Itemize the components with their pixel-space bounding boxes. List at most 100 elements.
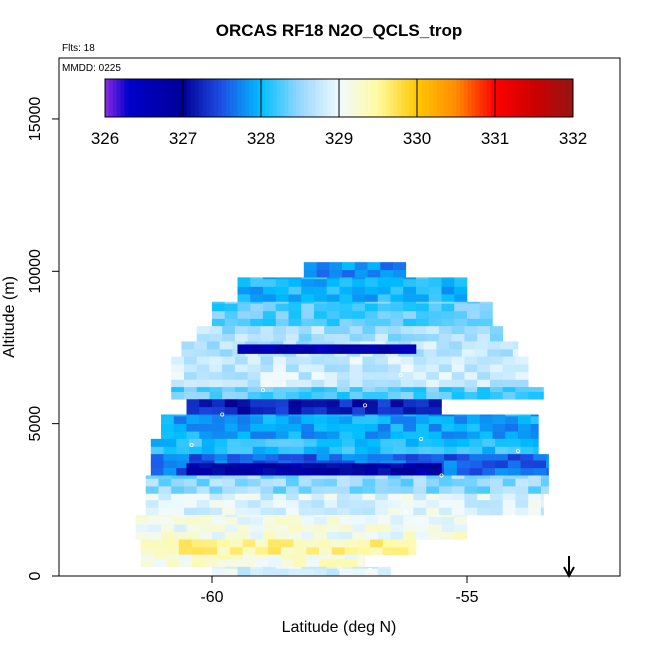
colorbar-segment <box>381 79 387 117</box>
heatmap-cell <box>416 294 430 303</box>
heatmap-cell <box>441 301 455 304</box>
heatmap-cell <box>479 303 493 312</box>
heatmap-cell <box>212 531 226 540</box>
heatmap-cell <box>326 310 340 319</box>
x-tick-label: -55 <box>455 589 478 606</box>
heatmap-cell <box>416 277 430 280</box>
heatmap-cell <box>352 278 366 287</box>
heatmap-cell <box>464 475 478 479</box>
heatmap-cell <box>518 414 532 417</box>
heatmap-cell <box>288 294 302 303</box>
heatmap-cell <box>365 531 379 540</box>
heatmap-cell <box>336 478 350 487</box>
heatmap-cell <box>528 387 542 392</box>
heatmap-cell <box>377 463 391 469</box>
heatmap-cell <box>316 262 330 271</box>
heatmap-cell <box>339 406 353 415</box>
heatmap-cell <box>263 431 277 440</box>
heatmap-cell <box>237 515 251 517</box>
heatmap-cell <box>441 277 455 280</box>
heatmap-cell <box>502 507 516 516</box>
heatmap-cell <box>438 486 452 495</box>
heatmap-cell <box>326 278 340 287</box>
flights-label: Flts: 18 <box>62 43 95 54</box>
heatmap-cell <box>387 499 401 508</box>
heatmap-cell <box>461 341 475 350</box>
heatmap-cell <box>301 467 315 476</box>
heatmap-cell <box>209 333 223 342</box>
heatmap-cell <box>354 438 368 447</box>
heatmap-cell <box>298 379 312 388</box>
colorbar-segment <box>506 79 512 117</box>
heatmap-cell <box>263 566 277 569</box>
heatmap-cell <box>487 348 501 357</box>
heatmap-cell <box>515 486 529 495</box>
heatmap-cell <box>400 499 414 508</box>
heatmap-cell <box>242 539 256 548</box>
heatmap-cell <box>540 478 549 487</box>
heatmap-cell <box>250 318 264 327</box>
heatmap-cell <box>237 463 251 469</box>
heatmap-cell <box>533 454 547 461</box>
heatmap-cell <box>234 391 248 400</box>
heatmap-cell <box>326 344 340 347</box>
heatmap-cell <box>153 559 167 568</box>
heatmap-cell <box>451 356 465 365</box>
heatmap-cell <box>250 531 264 540</box>
heatmap-cell <box>336 387 350 392</box>
heatmap-cell <box>423 341 437 350</box>
heatmap-cell <box>426 371 440 380</box>
x-axis-label: Latitude (deg N) <box>282 619 397 636</box>
colorbar: 326 327 328 329 330 331 332 <box>91 78 587 148</box>
heatmap-cell <box>477 499 491 508</box>
colorbar-segment <box>140 79 145 117</box>
heatmap-cell <box>426 379 440 388</box>
heatmap-cell <box>285 478 299 487</box>
heatmap-cell <box>301 416 315 424</box>
heatmap-cell <box>489 391 503 400</box>
heatmap-cell <box>339 318 353 327</box>
heatmap-cell <box>140 539 154 548</box>
heatmap-cell <box>387 475 401 479</box>
heatmap-cell <box>301 286 315 295</box>
heatmap-cell <box>365 431 379 440</box>
heatmap-cell <box>438 475 452 479</box>
heatmap-cell <box>275 286 289 295</box>
heatmap-cell <box>326 566 340 569</box>
colorbar-tick-label: 330 <box>403 129 431 148</box>
colorbar-segment <box>350 79 356 117</box>
heatmap-cell <box>441 278 455 287</box>
heatmap-cell <box>349 507 363 516</box>
heatmap-cell <box>365 414 379 417</box>
heatmap-cell <box>403 423 417 432</box>
heatmap-cell <box>428 414 442 417</box>
heatmap-cell <box>477 507 491 516</box>
heatmap-cell <box>505 423 519 432</box>
heatmap-cell <box>163 446 177 455</box>
heatmap-cell <box>454 414 468 417</box>
heatmap-cell <box>528 486 542 495</box>
heatmap-cell <box>275 516 289 525</box>
colorbar-segment <box>214 79 219 117</box>
heatmap-cell <box>390 467 404 476</box>
heatmap-cell <box>234 371 248 380</box>
heatmap-cell <box>163 460 177 469</box>
heatmap-cell <box>533 438 539 447</box>
heatmap-cell <box>324 486 338 495</box>
heatmap-cell <box>326 318 340 327</box>
heatmap-cell <box>489 493 503 501</box>
heatmap-cell <box>273 475 287 479</box>
heatmap-cell <box>217 547 231 555</box>
colorbar-segment <box>413 79 418 117</box>
heatmap-cell <box>477 326 491 335</box>
heatmap-cell <box>377 566 391 569</box>
heatmap-cell <box>316 438 330 447</box>
heatmap-cell <box>201 446 215 455</box>
heatmap-cell <box>186 423 200 432</box>
heatmap-cell <box>224 310 238 319</box>
heatmap-cell <box>367 446 381 455</box>
heatmap-cell <box>140 554 154 560</box>
heatmap-cell <box>436 348 450 357</box>
heatmap-cell <box>247 379 261 388</box>
heatmap-cell <box>293 559 307 568</box>
